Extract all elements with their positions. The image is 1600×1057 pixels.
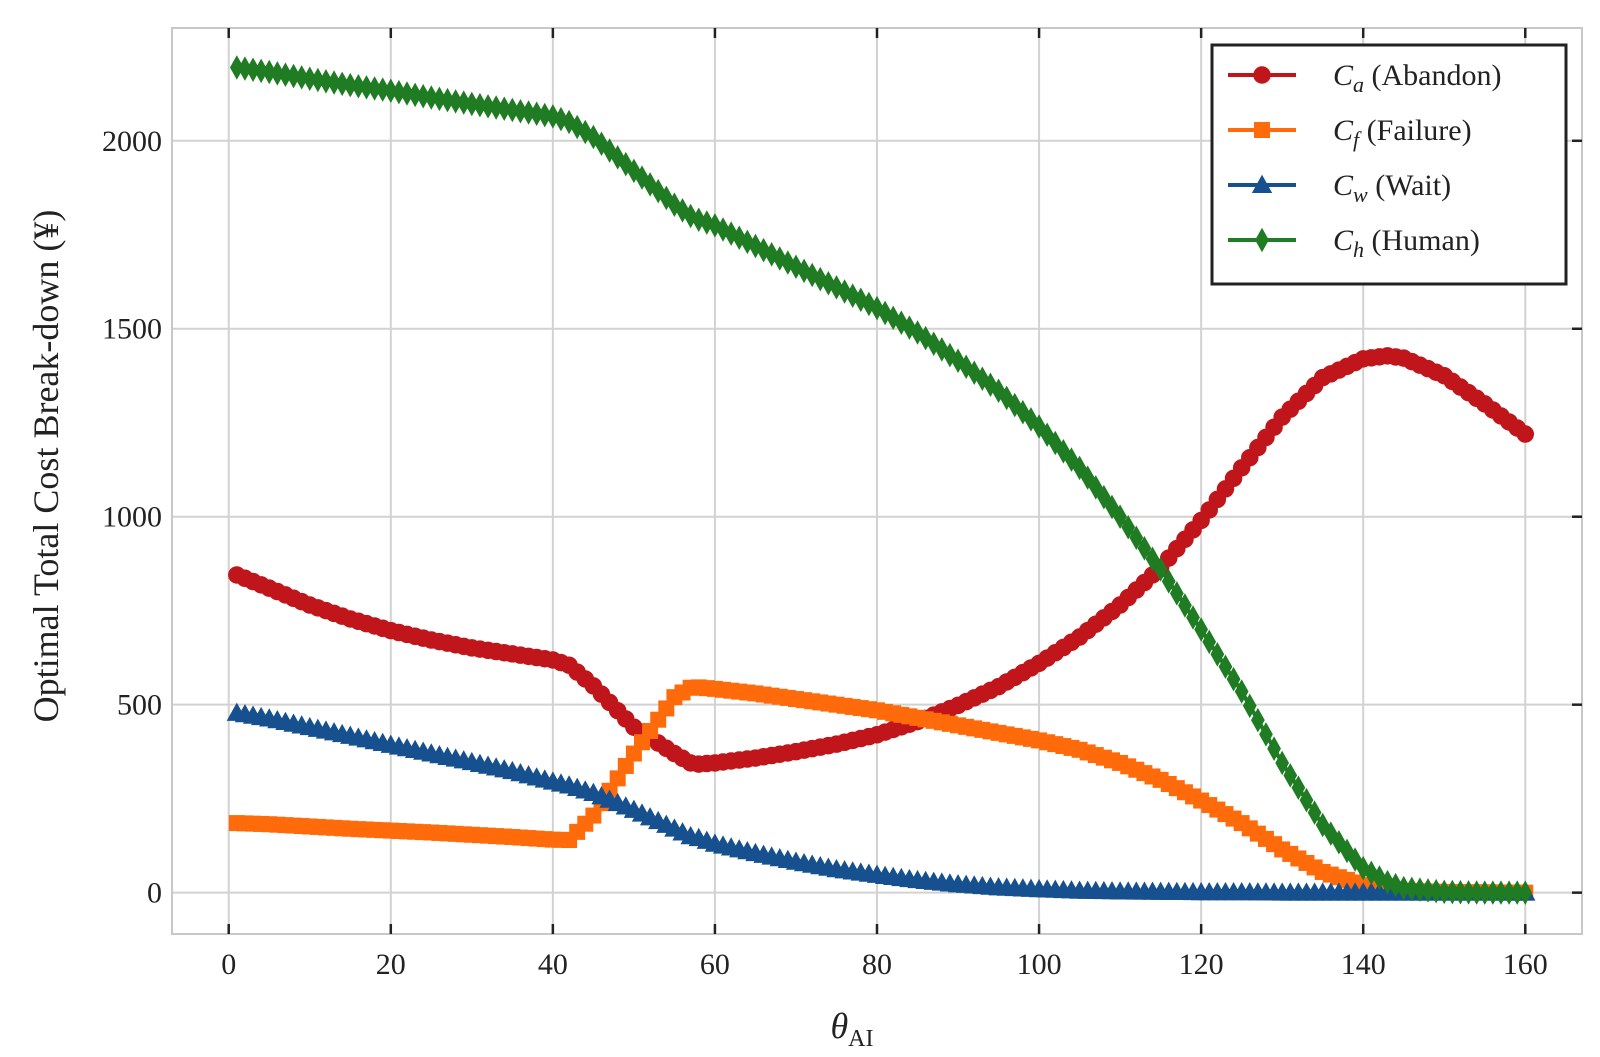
data-point-h bbox=[1105, 494, 1119, 520]
legend-item-h: Ch (Human) bbox=[1228, 224, 1480, 262]
x-tick-label: 140 bbox=[1341, 948, 1386, 981]
legend-marker bbox=[1251, 174, 1273, 193]
x-tick-label: 40 bbox=[538, 948, 568, 981]
data-point-f bbox=[617, 757, 634, 774]
data-point-h bbox=[1518, 880, 1533, 905]
data-point-h bbox=[1307, 800, 1322, 825]
data-point-h bbox=[886, 305, 901, 331]
data-point-h bbox=[1283, 763, 1298, 788]
data-point-h bbox=[1145, 546, 1160, 572]
data-point-h bbox=[780, 250, 795, 275]
x-tick-label: 100 bbox=[1017, 948, 1062, 981]
y-tick-label: 0 bbox=[147, 877, 162, 910]
data-point-h bbox=[764, 242, 779, 267]
data-point-h bbox=[724, 221, 739, 246]
data-point-h bbox=[943, 342, 957, 368]
data-point-h bbox=[797, 258, 811, 284]
legend-marker bbox=[1254, 122, 1270, 138]
data-point-h bbox=[1194, 617, 1209, 642]
series-a bbox=[228, 347, 1535, 773]
series-h bbox=[229, 55, 1533, 905]
data-point-h bbox=[1088, 475, 1103, 500]
data-point-h bbox=[1080, 465, 1095, 490]
legend-marker bbox=[1255, 227, 1269, 253]
data-point-h bbox=[1113, 504, 1127, 529]
data-point-h bbox=[853, 287, 868, 313]
y-axis-label: Optimal Total Cost Break-down (¥) bbox=[26, 210, 66, 723]
data-point-h bbox=[1250, 707, 1265, 733]
x-tick-label: 160 bbox=[1503, 948, 1548, 981]
data-point-h bbox=[1259, 722, 1273, 747]
ticks bbox=[227, 28, 1582, 934]
data-point-h bbox=[813, 266, 828, 292]
x-tick-label: 120 bbox=[1179, 948, 1224, 981]
legend: Ca (Abandon) Cf (Failure) Cw (Wait) Ch (Hum… bbox=[1210, 43, 1568, 286]
data-point-h bbox=[562, 109, 576, 135]
data-point-h bbox=[1129, 525, 1144, 551]
legend-item-f: Cf (Failure) bbox=[1228, 114, 1472, 152]
data-point-h bbox=[1202, 629, 1217, 655]
series-layer bbox=[226, 55, 1536, 905]
data-point-h bbox=[651, 178, 666, 204]
data-point-h bbox=[1178, 593, 1192, 618]
legend-item-a: Ca (Abandon) bbox=[1228, 59, 1501, 97]
data-point-h bbox=[1242, 693, 1257, 719]
data-point-h bbox=[708, 213, 722, 238]
legend-item-w: Cw (Wait) bbox=[1228, 169, 1451, 207]
x-tick-label: 60 bbox=[700, 948, 730, 981]
x-axis-label: θAI bbox=[830, 1006, 873, 1052]
y-tick-label: 2000 bbox=[102, 125, 162, 158]
data-point-f bbox=[609, 770, 626, 787]
x-tick-label: 20 bbox=[376, 948, 406, 981]
data-point-h bbox=[1275, 750, 1290, 776]
legend-marker bbox=[1253, 66, 1271, 84]
data-point-a bbox=[1516, 425, 1535, 443]
series-f bbox=[228, 679, 1534, 901]
data-point-h bbox=[959, 354, 974, 379]
data-point-h bbox=[1218, 654, 1233, 679]
legend-label: Ca (Abandon) bbox=[1333, 59, 1501, 97]
data-point-h bbox=[1234, 679, 1249, 704]
y-tick-label: 500 bbox=[117, 689, 162, 722]
data-point-h bbox=[1153, 557, 1168, 582]
x-tick-label: 80 bbox=[862, 948, 892, 981]
data-point-h bbox=[1210, 642, 1225, 667]
data-point-h bbox=[1267, 736, 1281, 761]
data-point-f bbox=[585, 807, 602, 824]
data-point-h bbox=[926, 331, 941, 357]
legend-label: Cw (Wait) bbox=[1333, 169, 1451, 207]
data-point-h bbox=[545, 104, 560, 129]
data-point-h bbox=[1161, 569, 1176, 594]
data-point-h bbox=[1169, 581, 1184, 606]
data-point-h bbox=[618, 151, 633, 177]
legend-label: Ch (Human) bbox=[1333, 224, 1480, 262]
data-point-h bbox=[1299, 787, 1314, 813]
data-point-h bbox=[1291, 775, 1306, 801]
data-point-h bbox=[578, 119, 593, 145]
legend-box bbox=[1210, 43, 1568, 286]
data-point-h bbox=[1097, 484, 1111, 510]
data-point-h bbox=[1137, 536, 1152, 561]
legend-label: Cf (Failure) bbox=[1333, 114, 1472, 152]
x-tick-label: 0 bbox=[221, 948, 236, 981]
tick-labels: 0 20 40 60 80 100 120 140 160 0 500 1000 1500 2000 bbox=[102, 125, 1548, 981]
data-point-h bbox=[691, 207, 706, 232]
data-point-h bbox=[635, 165, 649, 190]
data-point-h bbox=[1186, 605, 1200, 630]
y-tick-label: 1000 bbox=[102, 501, 162, 534]
data-point-h bbox=[1072, 455, 1087, 481]
data-point-h bbox=[1121, 514, 1136, 540]
data-point-h bbox=[1226, 666, 1241, 692]
y-tick-label: 1500 bbox=[102, 313, 162, 346]
data-point-h bbox=[870, 295, 884, 321]
